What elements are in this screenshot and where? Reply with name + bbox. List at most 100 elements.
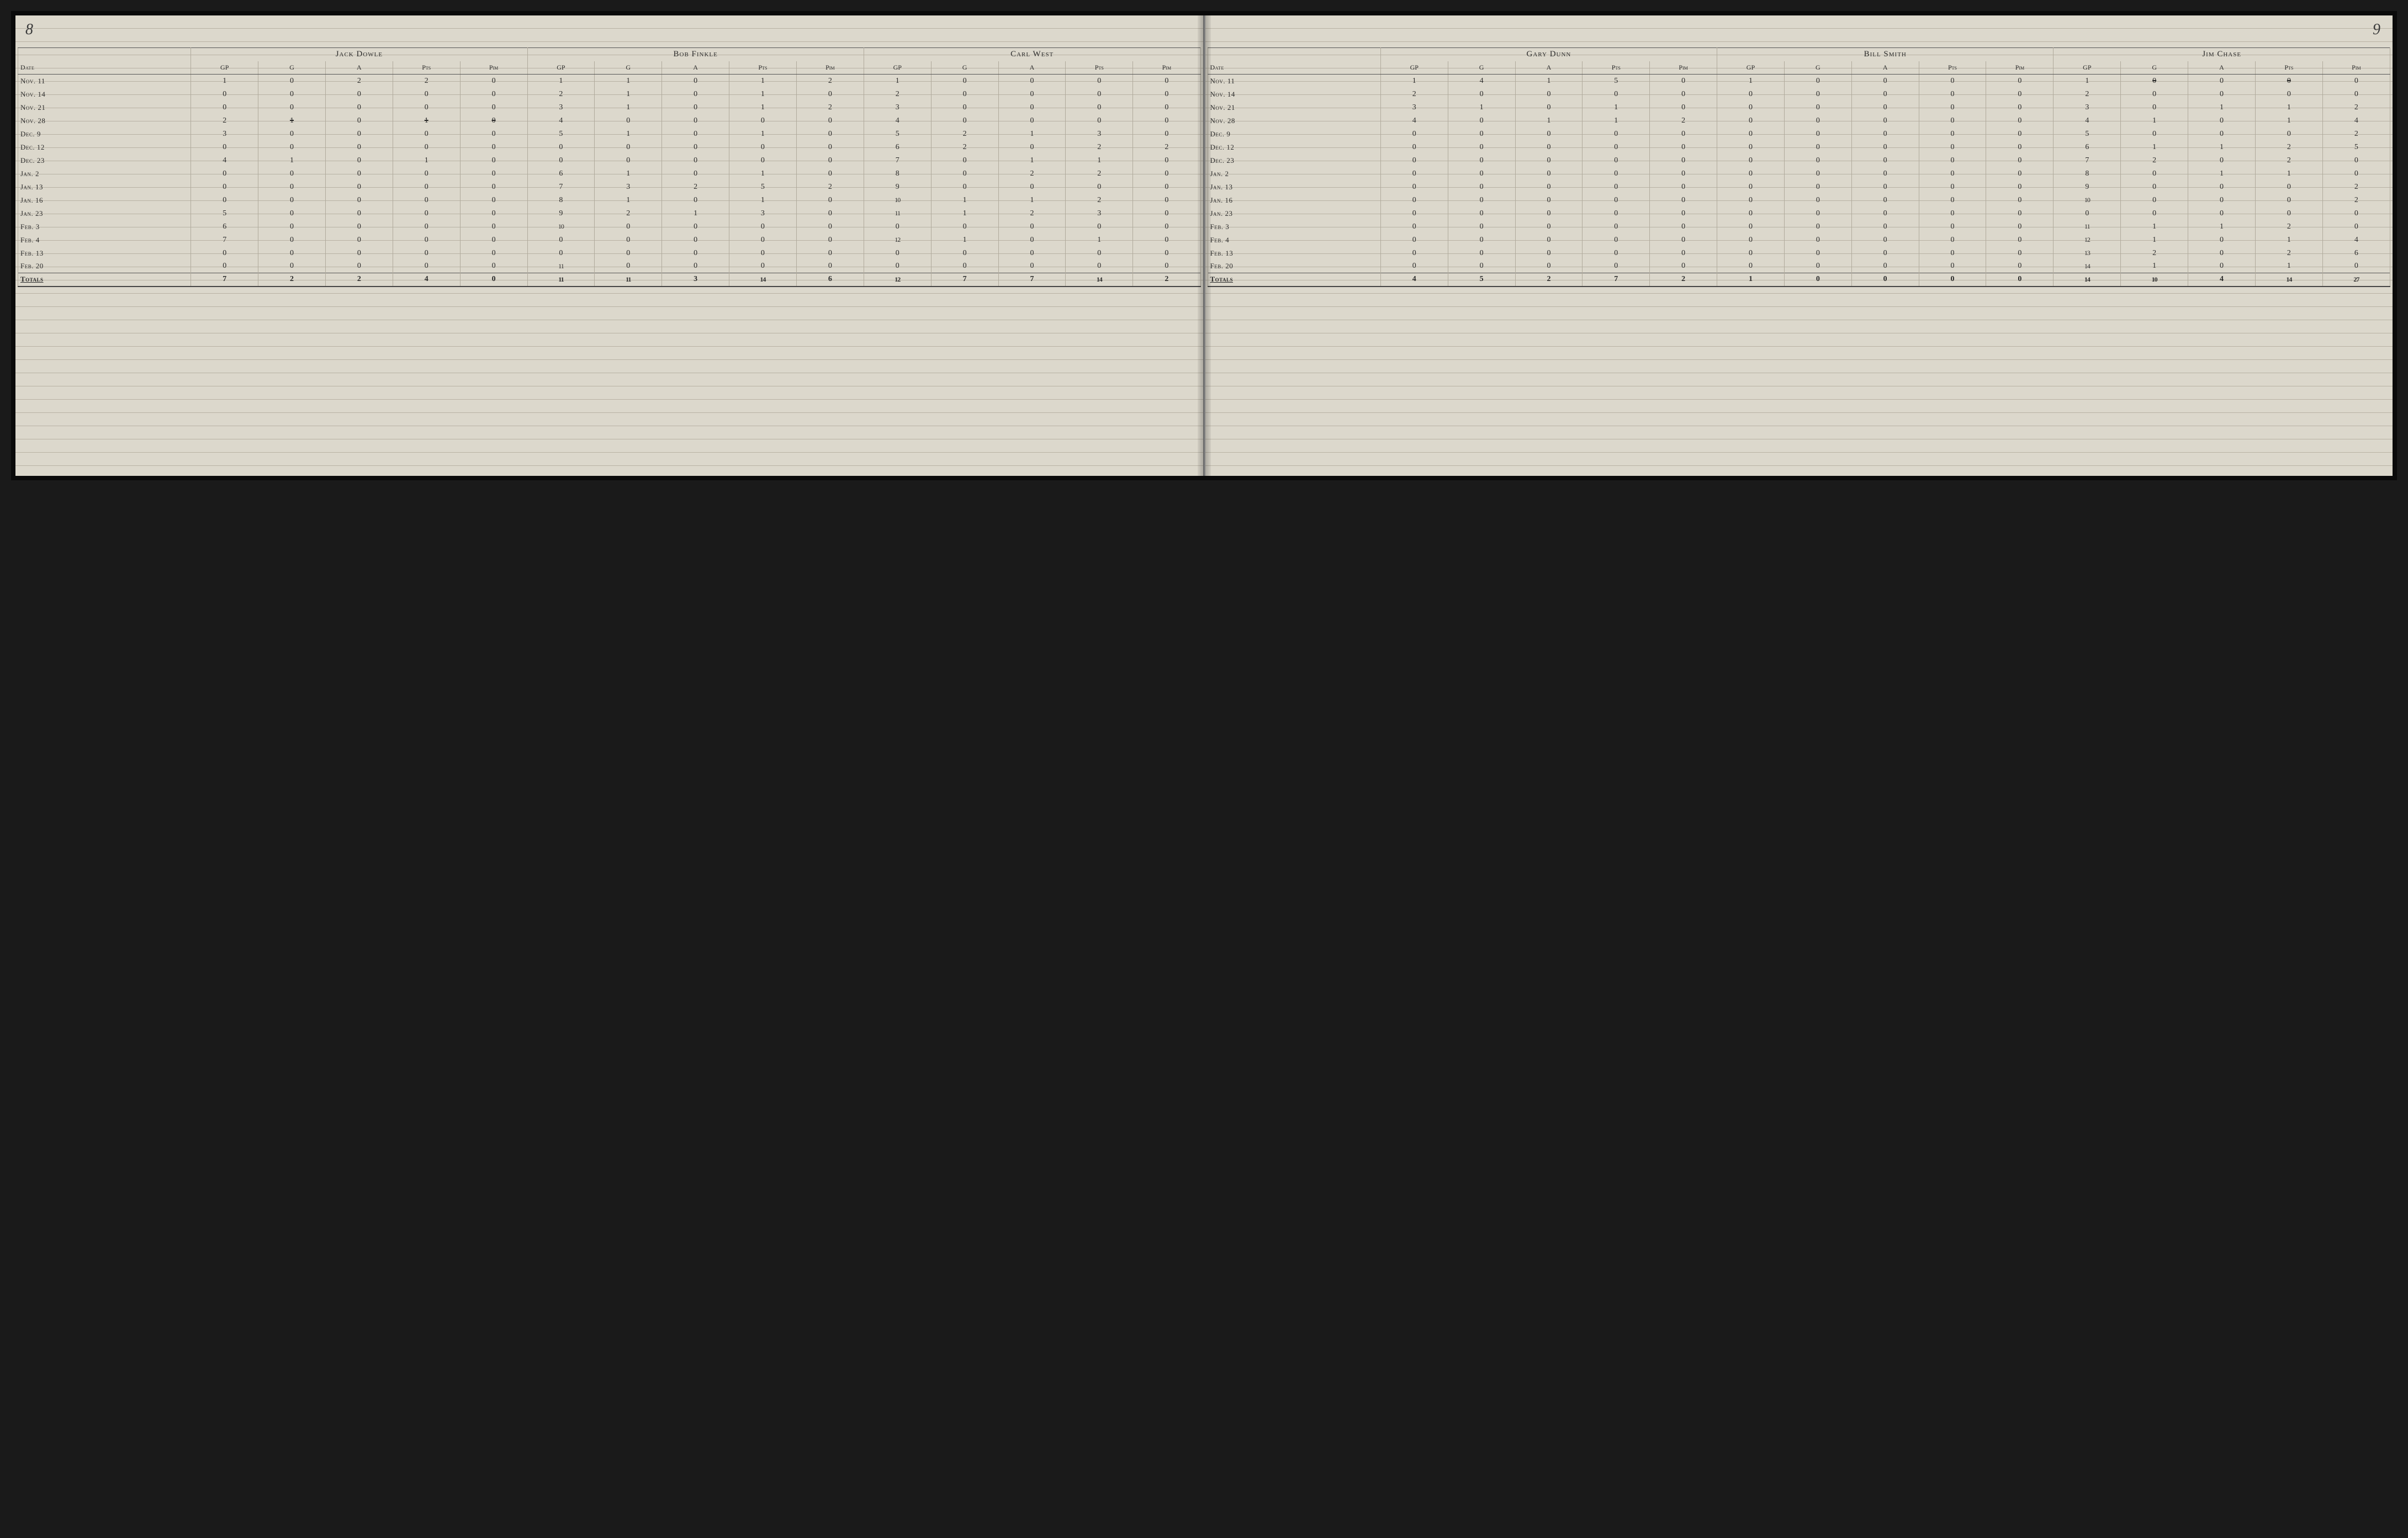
stat-cell: 0 (258, 247, 326, 260)
date-cell: Nov. 21 (1208, 101, 1380, 114)
stat-cell: 0 (191, 247, 258, 260)
stat-cell: 0 (1448, 114, 1515, 128)
stat-cell: 0 (1380, 167, 1448, 181)
stat-row: Dec. 9300005101052130 (18, 128, 1201, 141)
stat-cell: 0 (1919, 181, 1986, 194)
stat-header: Pim (1133, 61, 1200, 75)
totals-cell: 5 (1448, 273, 1515, 287)
stat-cell: 0 (1717, 154, 1785, 167)
stat-cell: 0 (2121, 167, 2188, 181)
stat-cell: 0 (2322, 207, 2390, 220)
stat-cell: 10 (527, 220, 595, 234)
stat-cell: 0 (325, 141, 393, 154)
stat-cell: 0 (2322, 154, 2390, 167)
stat-header: G (1784, 61, 1851, 75)
stat-cell: 0 (796, 141, 864, 154)
stat-cell: 0 (1784, 167, 1851, 181)
stat-cell: 0 (864, 247, 931, 260)
stat-cell: 0 (1066, 101, 1133, 114)
stat-cell: 0 (325, 88, 393, 101)
stat-cell: 0 (1650, 181, 1717, 194)
stat-header-row: DateGPGAPtsPimGPGAPtsPimGPGAPtsPim (18, 61, 1201, 75)
stat-cell: 0 (998, 101, 1066, 114)
stat-cell: 2 (931, 141, 998, 154)
stat-cell: 0 (258, 260, 326, 273)
stat-cell: 2 (998, 207, 1066, 220)
stat-cell: 0 (2188, 234, 2256, 247)
stat-cell: 1 (2255, 101, 2322, 114)
stat-cell: 0 (258, 101, 326, 114)
stat-cell: 2 (191, 114, 258, 128)
stat-cell: 0 (998, 114, 1066, 128)
stat-cell: 0 (1583, 167, 1650, 181)
stat-cell: 0 (1448, 194, 1515, 207)
stat-cell: 0 (2188, 247, 2256, 260)
stat-cell: 1 (2255, 234, 2322, 247)
date-cell: Jan. 16 (1208, 194, 1380, 207)
stat-cell: 2 (2054, 88, 2121, 101)
stat-cell: 0 (998, 260, 1066, 273)
stat-cell: 0 (1986, 88, 2054, 101)
stat-cell: 4 (1448, 75, 1515, 88)
stat-row: Nov. 11141501000010000 (1208, 75, 2390, 88)
stat-cell: 0 (1986, 75, 2054, 88)
stat-cell: 2 (1066, 167, 1133, 181)
date-cell: Jan. 2 (1208, 167, 1380, 181)
stat-cell: 0 (1448, 234, 1515, 247)
stat-cell: 1 (2255, 114, 2322, 128)
stat-cell: 0 (325, 114, 393, 128)
stat-cell: 0 (662, 260, 729, 273)
totals-cell: 2 (258, 273, 326, 287)
player-name: Bob Finkle (527, 48, 864, 61)
stat-cell: 0 (325, 154, 393, 167)
stat-cell: 0 (2121, 181, 2188, 194)
stat-cell: 0 (931, 260, 998, 273)
stat-cell: 0 (325, 194, 393, 207)
stat-cell: 0 (1717, 101, 1785, 114)
stat-cell: 2 (662, 181, 729, 194)
stat-cell: 0 (1851, 141, 1919, 154)
date-cell: Feb. 3 (18, 220, 191, 234)
stat-cell: 0 (1650, 234, 1717, 247)
stat-cell: 0 (998, 141, 1066, 154)
stat-cell: 0 (1784, 154, 1851, 167)
stat-cell: 0 (931, 167, 998, 181)
stat-cell: 0 (1133, 101, 1200, 114)
stat-row: Feb. 40000000000121014 (1208, 234, 2390, 247)
stat-cell: 0 (662, 234, 729, 247)
stat-cell: 0 (1448, 167, 1515, 181)
stat-cell: 1 (1583, 114, 1650, 128)
stat-cell: 2 (2255, 247, 2322, 260)
stat-cell: 0 (1919, 154, 1986, 167)
stat-cell: 0 (2054, 207, 2121, 220)
stat-cell: 1 (729, 88, 797, 101)
stat-cell: 0 (1851, 207, 1919, 220)
stat-cell: 4 (864, 114, 931, 128)
stat-cell: 0 (595, 141, 662, 154)
stat-cell: 0 (1066, 220, 1133, 234)
stat-cell: 0 (1986, 128, 2054, 141)
stat-cell: 1 (595, 128, 662, 141)
stat-header: A (1851, 61, 1919, 75)
stat-cell: 0 (1380, 220, 1448, 234)
stat-cell: 0 (931, 75, 998, 88)
stat-cell: 0 (1717, 181, 1785, 194)
stat-cell: 0 (1784, 128, 1851, 141)
stat-cell: 1 (1066, 234, 1133, 247)
stat-cell: 1 (258, 114, 326, 128)
stat-cell: 0 (2322, 88, 2390, 101)
stat-cell: 0 (460, 141, 527, 154)
date-cell: Dec. 23 (1208, 154, 1380, 167)
stat-cell: 0 (1919, 141, 1986, 154)
stat-cell: 0 (325, 247, 393, 260)
stat-cell: 0 (2121, 207, 2188, 220)
stat-cell: 0 (1380, 181, 1448, 194)
stat-cell: 3 (1066, 128, 1133, 141)
totals-cell: 27 (2322, 273, 2390, 287)
stat-row: Jan. 13000007325290000 (18, 181, 1201, 194)
stat-cell: 8 (527, 194, 595, 207)
stat-cell: 3 (1380, 101, 1448, 114)
stat-header: Pts (729, 61, 797, 75)
stat-cell: 0 (460, 260, 527, 273)
stat-cell: 0 (1380, 128, 1448, 141)
